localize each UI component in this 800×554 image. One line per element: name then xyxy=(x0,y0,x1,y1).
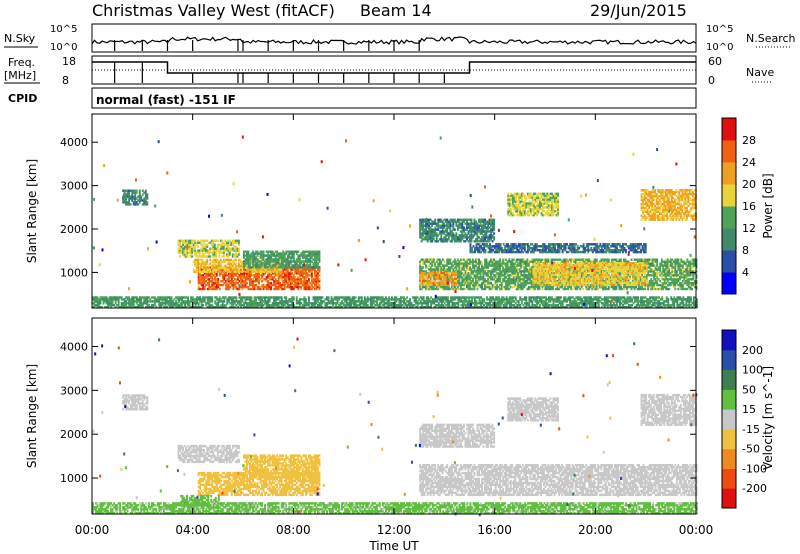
power-cell-1195 xyxy=(220,271,222,273)
power-cell-262 xyxy=(214,244,216,246)
nsky-tick-bottom: 10^0 xyxy=(50,42,77,53)
date-label: 29/Jun/2015 xyxy=(590,1,687,20)
nave-tick-bottom: 0 xyxy=(708,74,715,87)
power-cell-1264 xyxy=(241,271,243,273)
freq-label: Freq. xyxy=(8,56,35,69)
cpid-label: CPID xyxy=(8,92,37,105)
power-cell-1877 xyxy=(433,259,435,261)
power-cell-91 xyxy=(145,190,147,192)
power-cell-1403 xyxy=(280,269,282,271)
power-cell-96 xyxy=(146,193,148,195)
power-cell-190 xyxy=(197,246,199,248)
power-cell-362 xyxy=(238,248,240,250)
nsearch-tick-bottom: 10^0 xyxy=(706,42,733,53)
power-cell-93 xyxy=(146,201,148,203)
power-cell-33 xyxy=(130,203,132,205)
power-cell-1248 xyxy=(235,259,237,261)
nave-label: Nave xyxy=(746,66,774,79)
power-cell-1960 xyxy=(443,261,445,263)
power-cell-1033 xyxy=(308,278,310,280)
power-cell-1792 xyxy=(422,266,424,268)
power-cell-103 xyxy=(179,255,181,257)
power-cell-1096 xyxy=(319,278,321,280)
freq-unit: [MHz] xyxy=(4,69,36,82)
power-cell-1434 xyxy=(248,251,250,253)
nsearch-label: N.Search xyxy=(746,32,796,45)
frequency-series xyxy=(92,62,696,73)
power-cell-655 xyxy=(246,282,248,284)
power-cell-274 xyxy=(217,240,219,242)
freq-tick-bottom: 8 xyxy=(62,74,69,87)
freq-tick-top: 18 xyxy=(62,55,76,68)
power-cell-1094 xyxy=(319,284,321,286)
nsky-label: N.Sky xyxy=(4,32,36,45)
power-cell-71 xyxy=(139,190,141,192)
cpid-text: normal (fast) -151 IF xyxy=(96,93,236,107)
power-cell-1150 xyxy=(206,259,208,261)
power-cell-61 xyxy=(136,190,138,192)
beam-label: Beam 14 xyxy=(360,1,432,20)
power-cell-163 xyxy=(191,255,193,257)
power-cell-1097 xyxy=(319,274,321,276)
radar-figure: Christmas Valley West (fitACF) Beam 14 2… xyxy=(0,0,800,554)
figure-title: Christmas Valley West (fitACF) xyxy=(92,1,335,20)
power-cell-495 xyxy=(217,278,219,280)
power-cell-1757 xyxy=(319,251,321,253)
power-cell-1751 xyxy=(319,266,321,268)
power-cell-237 xyxy=(209,255,211,257)
nsearch-tick-top: 10^5 xyxy=(706,24,733,35)
nave-tick-top: 60 xyxy=(708,55,722,68)
power-cell-365 xyxy=(238,240,240,242)
power-cell-499 xyxy=(219,288,221,290)
power-heatmap xyxy=(92,136,698,309)
power-cell-1498 xyxy=(263,251,265,253)
power-cell-1654 xyxy=(297,251,299,253)
power-cell-1437 xyxy=(249,262,251,264)
nsky-tick-top: 10^5 xyxy=(50,24,77,35)
